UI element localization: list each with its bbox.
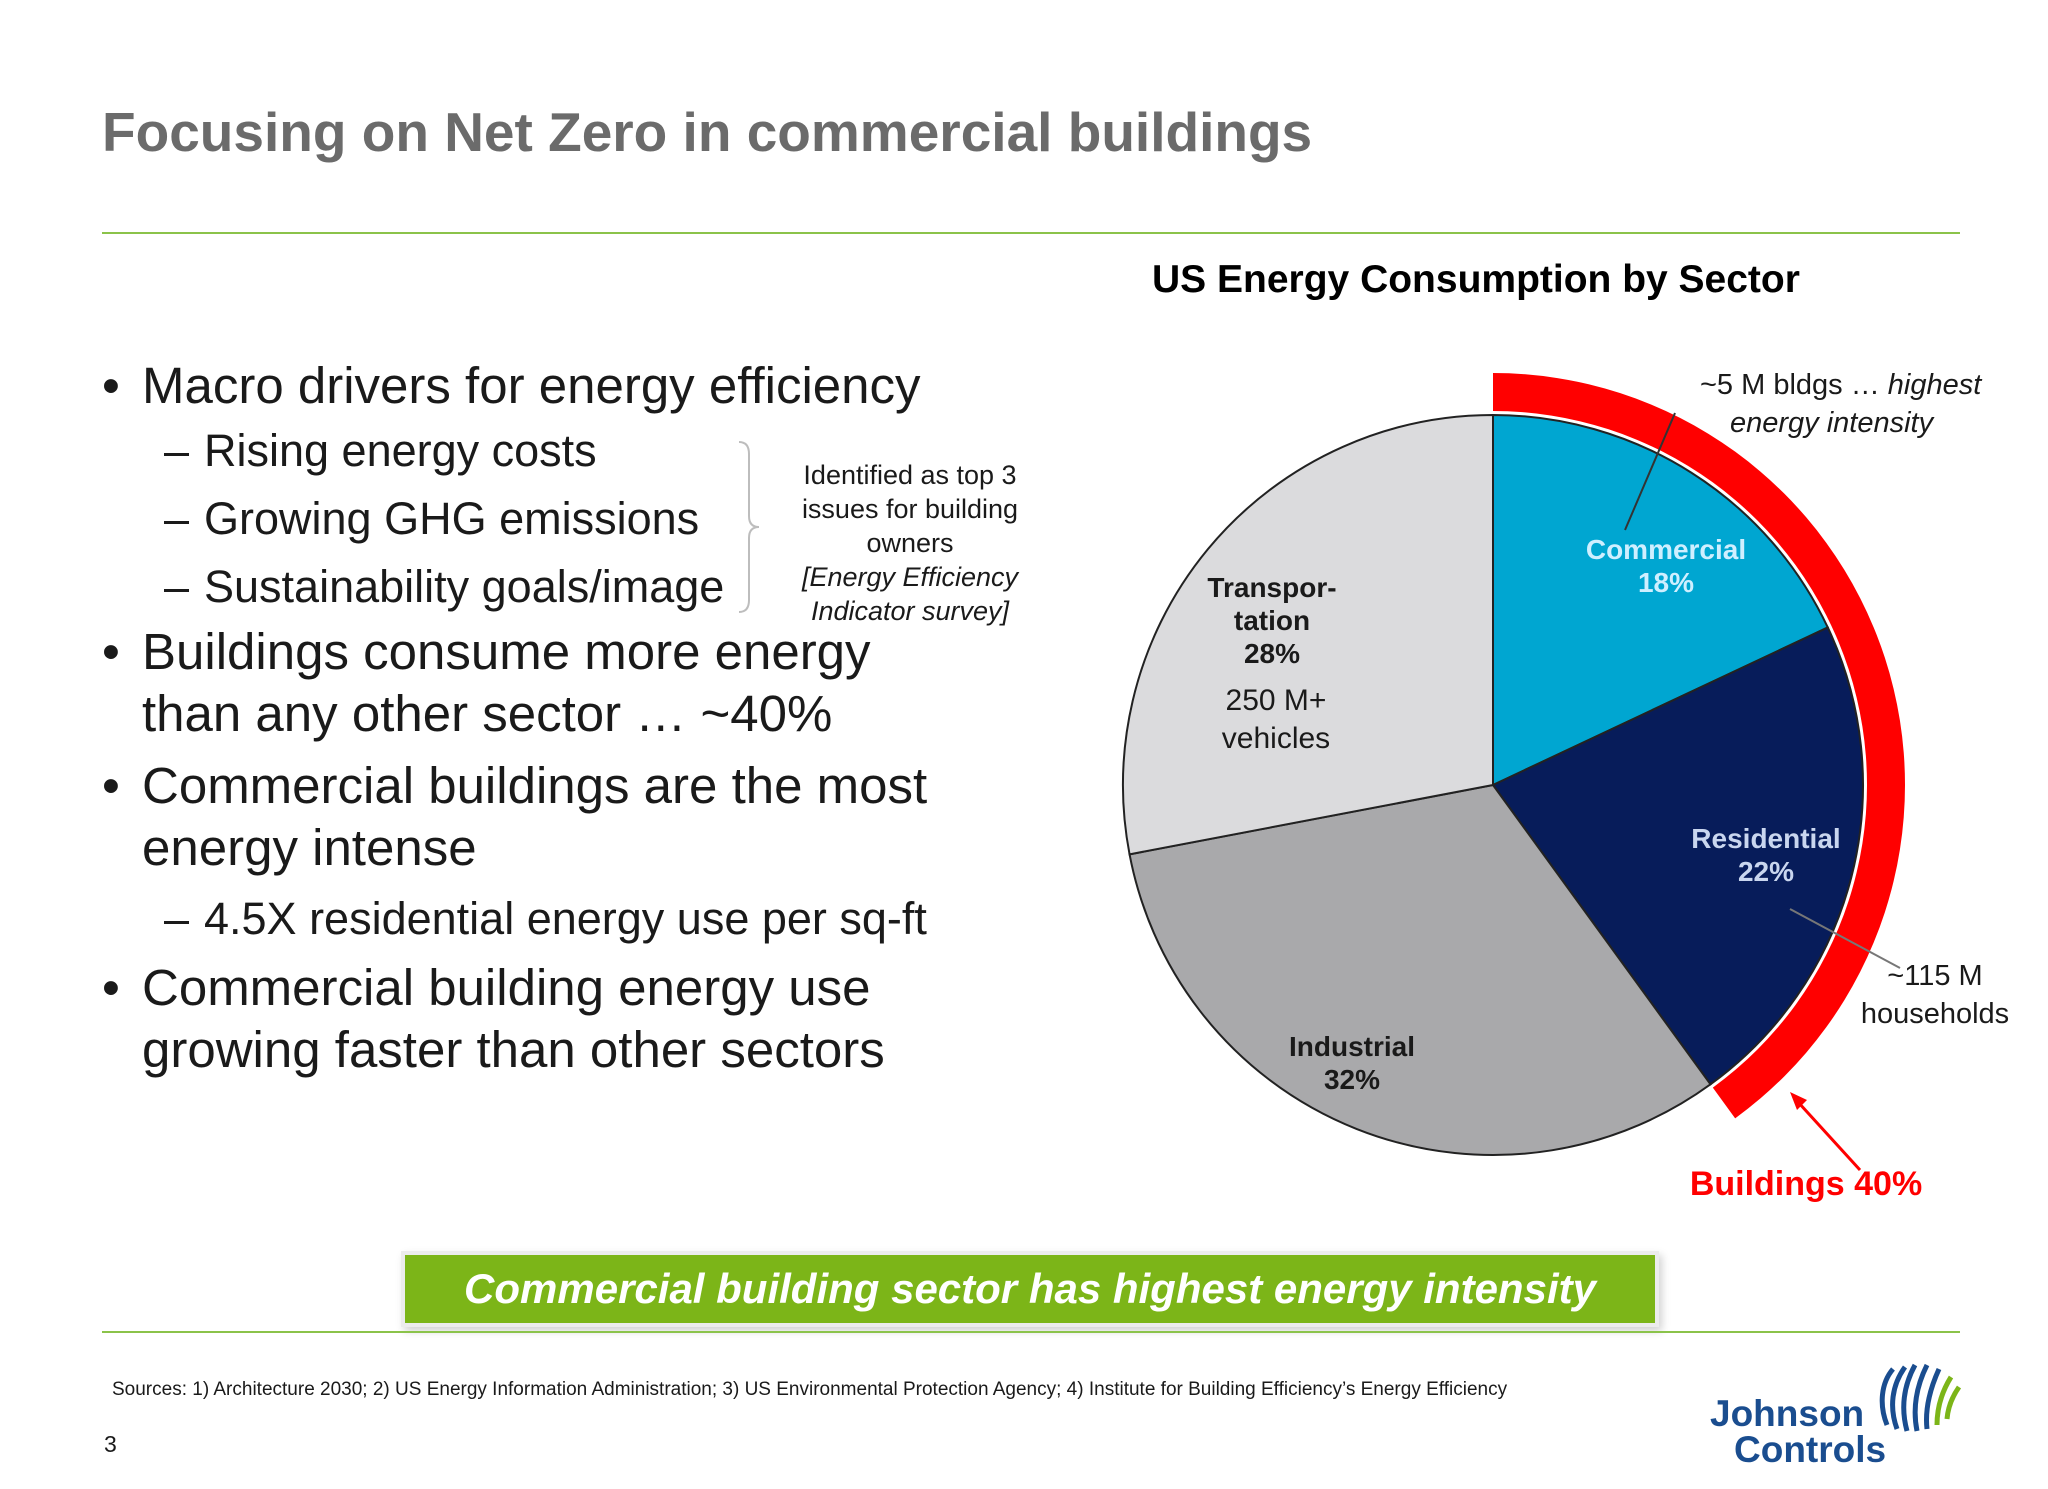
bullet-text: than any other sector … ~40% bbox=[142, 685, 833, 742]
bullet-text: Macro drivers for energy efficiency bbox=[142, 357, 921, 414]
commercial-label: Commercial bbox=[1586, 534, 1746, 565]
sub-bullet: – Growing GHG emissions bbox=[164, 493, 700, 544]
bullet-buildings-consume: • Buildings consume more energy than any o… bbox=[102, 623, 871, 742]
curly-brace bbox=[738, 441, 760, 613]
buildings-arrow-head bbox=[1790, 1092, 1807, 1110]
bracket-note: Identified as top 3 issues for building … bbox=[780, 458, 1040, 628]
callout-text: ~5 M bldgs … bbox=[1700, 369, 1888, 401]
pie-slice-transportation bbox=[1122, 413, 1494, 856]
residential-callout: ~115 M bbox=[1887, 960, 1982, 992]
transportation-value-label: 28% bbox=[1244, 638, 1300, 669]
bullet-macro-drivers: • Macro drivers for energy efficiency bbox=[102, 357, 921, 414]
commercial-callout-line bbox=[1624, 412, 1676, 531]
note-source-line: [Energy Efficiency bbox=[801, 562, 1019, 592]
note-line: owners bbox=[866, 528, 954, 558]
note-line: Identified as top 3 bbox=[803, 460, 1017, 490]
commercial-callout-italic: energy intensity bbox=[1730, 407, 1935, 439]
transportation-note: 250 M+ bbox=[1226, 684, 1327, 717]
sub-bullet-text: 4.5X residential energy use per sq-ft bbox=[204, 893, 927, 944]
buildings-arc bbox=[1493, 373, 1905, 1119]
pie-slice-residential bbox=[1491, 626, 1864, 1086]
sub-bullet: – Sustainability goals/image bbox=[164, 561, 725, 612]
commercial-callout: ~5 M bldgs … highest bbox=[1700, 369, 1983, 401]
residential-callout-line bbox=[1789, 908, 1901, 969]
residential-label: Residential bbox=[1691, 823, 1840, 854]
bottom-divider bbox=[102, 1331, 1960, 1333]
top-divider bbox=[102, 232, 1960, 234]
bullet-text: Commercial buildings are the most bbox=[142, 757, 928, 814]
logo-text: Johnson bbox=[1710, 1393, 1865, 1434]
sub-bullet: – Rising energy costs bbox=[164, 425, 597, 476]
sub-bullet-text: Rising energy costs bbox=[204, 425, 597, 476]
bullet-commercial-intense: • Commercial buildings are the most energy… bbox=[102, 757, 928, 876]
sources-footnote: Sources: 1) Architecture 2030; 2) US Ene… bbox=[112, 1379, 1508, 1400]
sub-bullet-text: Growing GHG emissions bbox=[204, 493, 700, 544]
page-number: 3 bbox=[104, 1431, 117, 1457]
johnson-controls-logo: Johnson Controls bbox=[1710, 1355, 1990, 1475]
transportation-label: tation bbox=[1234, 605, 1310, 636]
highlight-banner: Commercial building sector has highest e… bbox=[405, 1255, 1655, 1323]
pie-slice-commercial bbox=[1492, 413, 1830, 787]
transportation-note: vehicles bbox=[1222, 722, 1330, 755]
bullet-text: Commercial building energy use bbox=[142, 959, 871, 1016]
bullet-list: • Macro drivers for energy efficiency – Ri… bbox=[102, 355, 1002, 1081]
logo-text: Controls bbox=[1734, 1429, 1887, 1470]
sub-bullet: –4.5X residential energy use per sq-ft bbox=[164, 893, 927, 944]
bullet-commercial-growing: • Commercial building energy use growing f… bbox=[102, 959, 885, 1078]
bullet-text: energy intense bbox=[142, 819, 477, 876]
pie-slice-industrial bbox=[1128, 783, 1712, 1156]
bullet-text: Buildings consume more energy bbox=[142, 623, 871, 680]
sub-bullet-text: Sustainability goals/image bbox=[204, 561, 725, 612]
note-source-line: Indicator survey] bbox=[810, 596, 1010, 626]
callout-text-italic: highest bbox=[1888, 369, 1983, 401]
logo-mark-icon bbox=[1879, 1363, 1962, 1432]
bullet-text: growing faster than other sectors bbox=[142, 1021, 885, 1078]
slide-title: Focusing on Net Zero in commercial build… bbox=[102, 101, 1313, 163]
buildings-arrow-line bbox=[1796, 1100, 1862, 1172]
industrial-label: Industrial bbox=[1289, 1031, 1415, 1062]
pie-chart: Commercial 18% Residential 22% Industria… bbox=[1122, 369, 2009, 1203]
residential-callout: households bbox=[1861, 998, 2009, 1030]
buildings-label: Buildings 40% bbox=[1690, 1165, 1922, 1203]
residential-value-label: 22% bbox=[1738, 856, 1794, 887]
commercial-value-label: 18% bbox=[1638, 567, 1694, 598]
chart-title: US Energy Consumption by Sector bbox=[1152, 258, 1800, 301]
note-line: issues for building bbox=[801, 494, 1019, 524]
industrial-value-label: 32% bbox=[1324, 1064, 1380, 1095]
transportation-label: Transpor- bbox=[1207, 572, 1336, 603]
